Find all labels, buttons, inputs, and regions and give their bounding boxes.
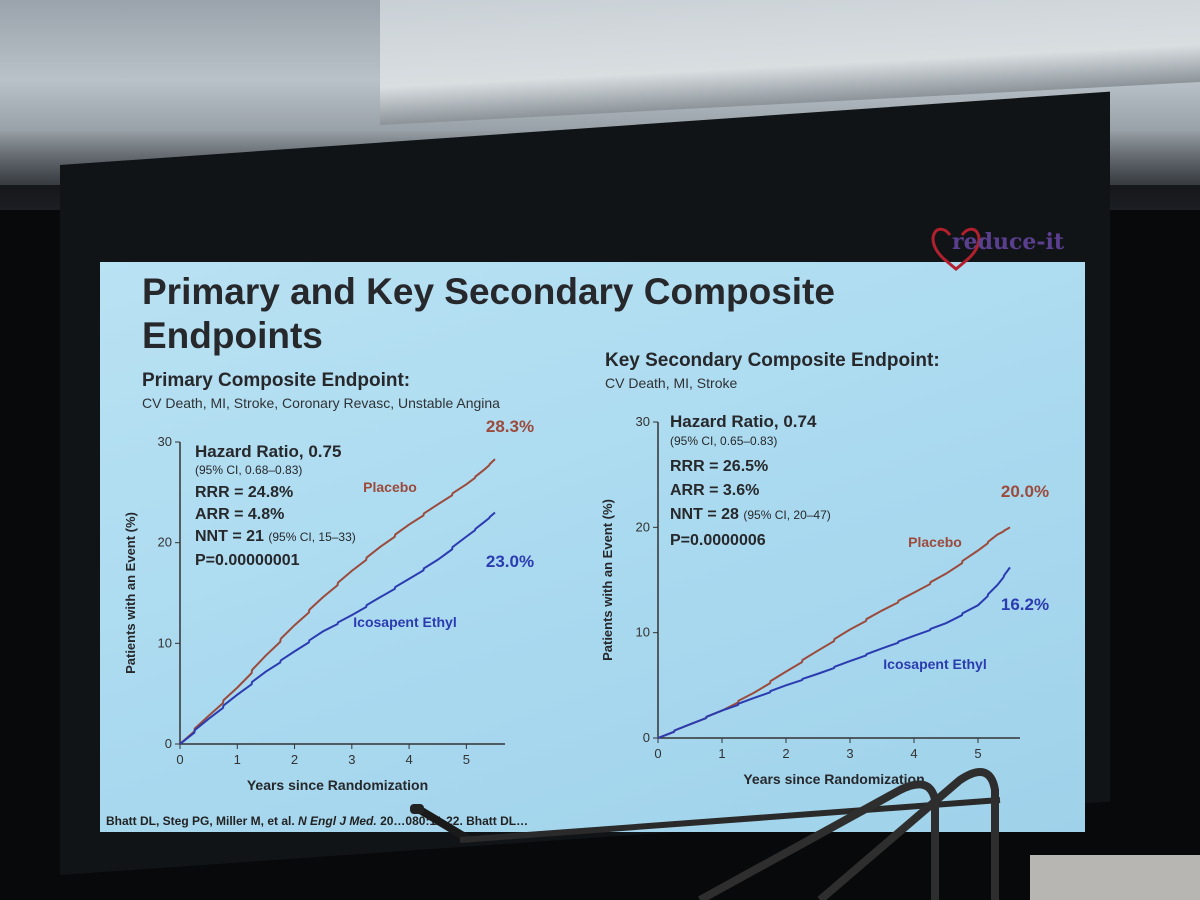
footer-citation: 20…080:11-22. Bhatt DL…: [380, 814, 529, 828]
right-rrr: RRR = 26.5%: [670, 458, 769, 475]
icosapent-ethyl-label: Icosapent Ethyl: [883, 656, 986, 672]
placebo-label: Placebo: [908, 534, 962, 550]
y-tick-label: 0: [165, 736, 172, 751]
placebo-end-value: 28.3%: [486, 417, 534, 436]
icosapent-ethyl-end-value: 23.0%: [486, 552, 534, 571]
right-nnt: NNT = 28 (95% CI, 20–47): [670, 506, 831, 524]
x-tick-label: 3: [846, 746, 853, 761]
x-tick-label: 5: [974, 746, 981, 761]
left-panel-subtitle: CV Death, MI, Stroke, Coronary Revasc, U…: [142, 395, 500, 411]
y-tick-label: 10: [158, 635, 172, 650]
slide-footer-citation: Bhatt DL, Steg PG, Miller M, et al. N En…: [106, 814, 528, 828]
footer-authors: Bhatt DL, Steg PG, Miller M, et al.: [106, 814, 295, 828]
x-axis-label: Years since Randomization: [247, 777, 428, 793]
x-tick-label: 4: [405, 752, 412, 767]
placebo-curve: [179, 458, 496, 745]
reduce-it-logo: reduce-it: [930, 217, 1080, 277]
right-p-value: P=0.0000006: [670, 532, 766, 549]
footer-journal: N Engl J Med.: [298, 814, 377, 828]
x-tick-label: 0: [176, 752, 183, 767]
right-nnt-ci: (95% CI, 20–47): [743, 508, 831, 522]
left-nnt-ci: (95% CI, 15–33): [268, 530, 356, 544]
x-tick-label: 4: [910, 746, 917, 761]
right-hazard-ratio: Hazard Ratio, 0.74: [670, 412, 817, 431]
left-hazard-ci: (95% CI, 0.68–0.83): [195, 463, 303, 477]
placebo-curve: [657, 526, 1011, 739]
logo-text: reduce-it: [952, 229, 1065, 255]
x-axis-label: Years since Randomization: [743, 771, 924, 787]
left-hazard-ratio: Hazard Ratio, 0.75: [195, 442, 342, 461]
slide: Primary and Key Secondary Composite Endp…: [100, 227, 1085, 832]
x-tick-label: 1: [718, 746, 725, 761]
left-arr: ARR = 4.8%: [195, 506, 285, 523]
left-nnt: NNT = 21 (95% CI, 15–33): [195, 528, 356, 546]
icosapent-ethyl-end-value: 16.2%: [1001, 595, 1049, 614]
right-hazard-ci: (95% CI, 0.65–0.83): [670, 434, 778, 448]
y-tick-label: 20: [158, 535, 172, 550]
icosapent-ethyl-curve: [657, 566, 1011, 739]
right-arr: ARR = 3.6%: [670, 482, 760, 499]
icosapent-ethyl-curve: [179, 511, 496, 745]
y-tick-label: 0: [643, 730, 650, 745]
slide-title: Primary and Key Secondary Composite Endp…: [142, 271, 835, 356]
left-nnt-value: NNT = 21: [195, 528, 264, 545]
right-nnt-value: NNT = 28: [670, 506, 739, 523]
heart-logo-icon: [931, 227, 981, 271]
left-rrr: RRR = 24.8%: [195, 484, 294, 501]
y-tick-label: 10: [636, 625, 650, 640]
right-panel-subtitle: CV Death, MI, Stroke: [605, 375, 738, 391]
left-panel-title: Primary Composite Endpoint:: [142, 370, 411, 391]
left-p-value: P=0.00000001: [195, 552, 300, 569]
x-tick-label: 3: [348, 752, 355, 767]
y-axis-label: Patients with an Event (%): [600, 499, 615, 661]
icosapent-ethyl-label: Icosapent Ethyl: [353, 614, 456, 630]
y-axis-label: Patients with an Event (%): [123, 512, 138, 674]
placebo-label: Placebo: [363, 479, 417, 495]
x-tick-label: 2: [782, 746, 789, 761]
x-tick-label: 1: [234, 752, 241, 767]
x-tick-label: 2: [291, 752, 298, 767]
y-tick-label: 30: [158, 434, 172, 449]
y-tick-label: 30: [636, 414, 650, 429]
x-tick-label: 0: [654, 746, 661, 761]
placebo-end-value: 20.0%: [1001, 482, 1049, 501]
x-tick-label: 5: [463, 752, 470, 767]
right-panel-title: Key Secondary Composite Endpoint:: [605, 350, 940, 371]
y-tick-label: 20: [636, 519, 650, 534]
